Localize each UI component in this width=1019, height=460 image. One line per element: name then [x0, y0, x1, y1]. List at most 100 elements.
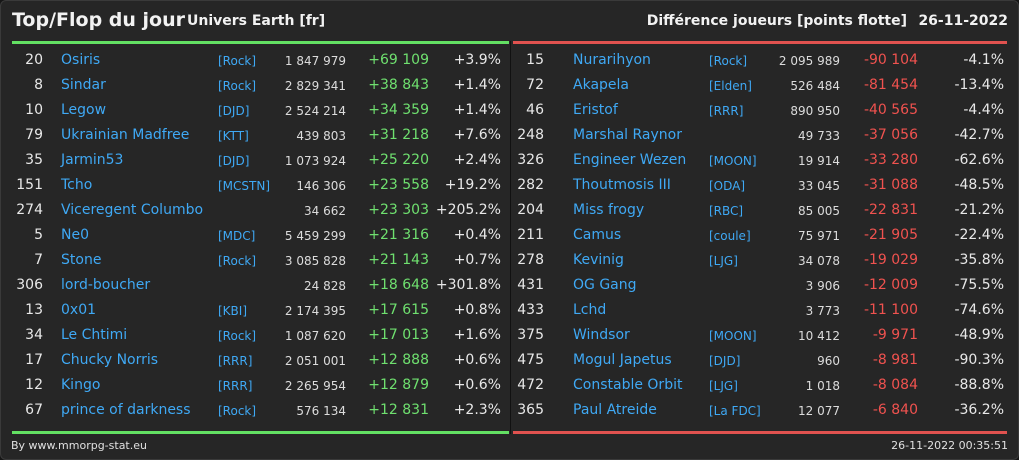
points-difference: +21 143: [368, 252, 429, 268]
alliance-tag-link[interactable]: [DJD]: [218, 104, 250, 118]
player-name-link[interactable]: Windsor: [573, 327, 630, 343]
player-name-link[interactable]: Viceregent Columbo: [61, 202, 204, 218]
player-name-link[interactable]: Kingo: [61, 377, 101, 393]
player-points: 24 828: [304, 279, 346, 293]
alliance-tag-link[interactable]: [MOON]: [709, 329, 757, 343]
player-name-link[interactable]: Stone: [61, 252, 102, 268]
player-name-link[interactable]: Thoutmosis III: [573, 177, 671, 193]
player-name-link[interactable]: Constable Orbit: [573, 377, 683, 393]
percent-change: +0.6%: [453, 352, 501, 368]
alliance-tag-link[interactable]: [KTT]: [218, 129, 249, 143]
alliance-tag-link[interactable]: [RRR]: [218, 354, 253, 368]
player-rank: 204: [517, 202, 544, 218]
flop-row: 15 Nurarihyon [Rock] 2 095 989 -90 104 -4.1%: [513, 48, 1007, 73]
alliance-tag-link[interactable]: [DJD]: [709, 354, 741, 368]
alliance-tag-link[interactable]: [MCSTN]: [218, 179, 271, 193]
alliance-tag-link[interactable]: [MDC]: [218, 229, 256, 243]
top-row: 67 prince of darkness [Rock] 576 134 +12 831…: [12, 398, 509, 423]
alliance-tag-link[interactable]: [Rock]: [218, 329, 257, 343]
alliance-tag-link[interactable]: [Rock]: [218, 54, 257, 68]
player-name-link[interactable]: Marshal Raynor: [573, 127, 682, 143]
player-rank: 8: [34, 77, 43, 93]
player-name-link[interactable]: Tcho: [61, 177, 93, 193]
top-row: 8 Sindar [Rock] 2 829 341 +38 843 +1.4%: [12, 73, 509, 98]
alliance-tag-link[interactable]: [Rock]: [218, 404, 257, 418]
player-name-link[interactable]: Nurarihyon: [573, 52, 651, 68]
player-points: 19 914: [798, 154, 840, 168]
player-rank: 326: [517, 152, 544, 168]
alliance-tag-link[interactable]: [MOON]: [709, 154, 757, 168]
alliance-tag-link[interactable]: [Elden]: [709, 79, 752, 93]
player-name-link[interactable]: Chucky Norris: [61, 352, 159, 368]
alliance-tag-link[interactable]: [La FDC]: [709, 404, 761, 418]
alliance-tag-link[interactable]: [RRR]: [218, 379, 253, 393]
alliance-tag-link[interactable]: [DJD]: [218, 154, 250, 168]
percent-change: -35.8%: [954, 252, 1004, 268]
points-difference: -9 971: [872, 327, 918, 343]
points-difference: -8 981: [872, 352, 918, 368]
player-name-link[interactable]: Le Chtimi: [61, 327, 128, 343]
page-title: Top/Flop du jour: [12, 9, 185, 31]
flop-row: 204 Miss frogy [RBC] 85 005 -22 831 -21.2%: [513, 198, 1007, 223]
flop-panel-top-line: [513, 41, 1007, 44]
alliance-tag-link[interactable]: [Rock]: [218, 254, 257, 268]
player-name-link[interactable]: Legow: [61, 102, 107, 118]
footer-credit: By www.mmorpg-stat.eu: [11, 439, 147, 452]
player-name-link[interactable]: Eristof: [573, 102, 618, 118]
player-name-link[interactable]: Engineer Wezen: [573, 152, 687, 168]
player-name-link[interactable]: Miss frogy: [573, 202, 645, 218]
alliance-tag-link[interactable]: [LJG]: [709, 379, 738, 393]
player-points: 49 733: [798, 129, 840, 143]
points-difference: +23 303: [368, 202, 429, 218]
top-row: 17 Chucky Norris [RRR] 2 051 001 +12 888 +0.6…: [12, 348, 509, 373]
player-name-link[interactable]: Sindar: [61, 77, 106, 93]
alliance-tag-link[interactable]: [KBI]: [218, 304, 248, 318]
top-panel: 20 Osiris [Rock] 1 847 979 +69 109 +3.9% 8 Sind…: [12, 41, 509, 434]
player-name-link[interactable]: Kevinig: [573, 252, 624, 268]
percent-change: -62.6%: [954, 152, 1004, 168]
top-row: 35 Jarmin53 [DJD] 1 073 924 +25 220 +2.4%: [12, 148, 509, 173]
player-points: 2 829 341: [284, 79, 346, 93]
player-name-link[interactable]: prince of darkness: [61, 402, 191, 418]
player-rank: 67: [25, 402, 43, 418]
player-name-link[interactable]: lord-boucher: [61, 277, 151, 293]
player-name-link[interactable]: Lchd: [573, 302, 607, 318]
flop-row: 282 Thoutmosis III [ODA] 33 045 -31 088 -48.5…: [513, 173, 1007, 198]
percent-change: +2.3%: [453, 402, 501, 418]
player-name-link[interactable]: Camus: [573, 227, 622, 243]
player-name-link[interactable]: OG Gang: [573, 277, 637, 293]
points-difference: -11 100: [863, 302, 918, 318]
player-points: 2 265 954: [284, 379, 346, 393]
player-points: 2 174 395: [284, 304, 346, 318]
percent-change: -4.1%: [963, 52, 1004, 68]
player-name-link[interactable]: Paul Atreide: [573, 402, 657, 418]
alliance-tag-link[interactable]: [ODA]: [709, 179, 746, 193]
percent-change: -48.5%: [954, 177, 1004, 193]
player-name-link[interactable]: Ne0: [61, 227, 89, 243]
points-difference: -6 840: [872, 402, 918, 418]
player-name-link[interactable]: Jarmin53: [61, 152, 124, 168]
flop-panel-bottom-line: [513, 431, 1007, 434]
alliance-tag-link[interactable]: [Rock]: [218, 79, 257, 93]
player-rank: 282: [517, 177, 544, 193]
alliance-tag-link[interactable]: [RBC]: [709, 204, 744, 218]
percent-change: +19.2%: [444, 177, 501, 193]
flop-panel: 15 Nurarihyon [Rock] 2 095 989 -90 104 -4.1% 7…: [513, 41, 1007, 434]
alliance-tag-link[interactable]: [Rock]: [709, 54, 748, 68]
player-name-link[interactable]: Osiris: [61, 52, 101, 68]
percent-change: +0.8%: [453, 302, 501, 318]
player-rank: 20: [25, 52, 43, 68]
points-difference: -40 565: [863, 102, 918, 118]
alliance-tag-link[interactable]: [coule]: [709, 229, 751, 243]
header-date: 26-11-2022: [918, 13, 1008, 29]
player-name-link[interactable]: Ukrainian Madfree: [61, 127, 190, 143]
player-name-link[interactable]: Mogul Japetus: [573, 352, 672, 368]
top-row: 13 0x01 [KBI] 2 174 395 +17 615 +0.8%: [12, 298, 509, 323]
player-name-link[interactable]: 0x01: [61, 302, 97, 318]
player-name-link[interactable]: Akapela: [573, 77, 629, 93]
alliance-tag-link[interactable]: [RRR]: [709, 104, 744, 118]
flop-row: 433 Lchd 3 773 -11 100 -74.6%: [513, 298, 1007, 323]
alliance-tag-link[interactable]: [LJG]: [709, 254, 738, 268]
percent-change: -88.8%: [954, 377, 1004, 393]
percent-change: +0.7%: [453, 252, 501, 268]
